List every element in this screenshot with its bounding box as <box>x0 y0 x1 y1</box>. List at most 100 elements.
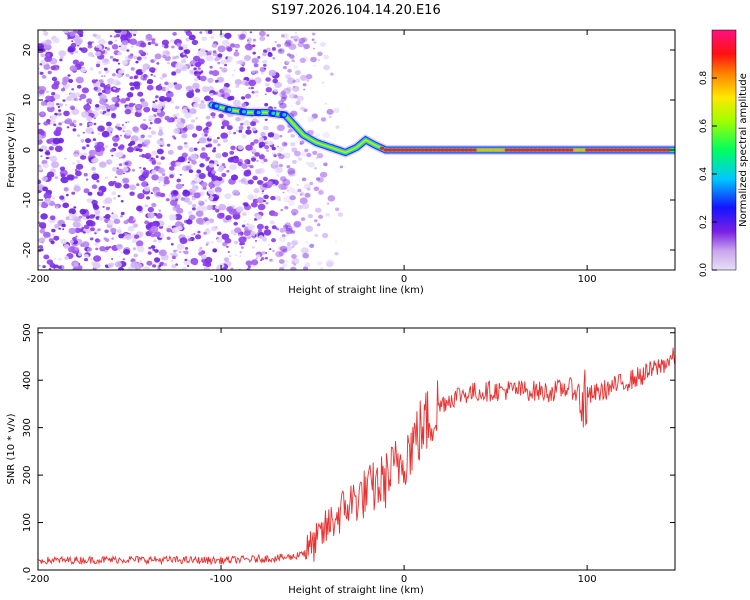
noise-point <box>129 82 135 87</box>
noise-point <box>38 133 43 141</box>
noise-point <box>181 133 188 139</box>
noise-point <box>160 98 163 102</box>
noise-point <box>204 133 208 137</box>
noise-point <box>253 63 259 68</box>
noise-point <box>136 245 145 253</box>
noise-point <box>95 146 102 153</box>
noise-point <box>216 164 219 167</box>
noise-point <box>175 68 182 74</box>
noise-point <box>327 195 336 202</box>
ridge-peak <box>581 148 586 152</box>
noise-point <box>265 77 271 82</box>
noise-point <box>230 43 236 48</box>
noise-point <box>58 258 62 261</box>
noise-point <box>266 47 271 52</box>
noise-point <box>116 167 119 170</box>
noise-point <box>255 94 259 97</box>
noise-point <box>208 163 215 168</box>
noise-point <box>111 212 114 215</box>
noise-point <box>256 159 259 163</box>
noise-point <box>306 250 310 253</box>
noise-point <box>65 216 70 220</box>
noise-point <box>166 61 170 65</box>
noise-point <box>293 263 297 266</box>
noise-point <box>123 220 129 225</box>
noise-point <box>142 167 146 170</box>
noise-point <box>305 73 313 80</box>
x-axis-label-bottom: Height of straight line (km) <box>288 585 424 596</box>
noise-point <box>191 39 199 46</box>
noise-point <box>174 83 183 90</box>
noise-point <box>263 67 267 70</box>
noise-point <box>306 187 311 191</box>
ridge-peak <box>476 148 482 152</box>
noise-point <box>93 86 98 91</box>
noise-point <box>272 212 279 217</box>
noise-point <box>143 169 150 176</box>
noise-point <box>177 145 183 151</box>
noise-point <box>163 176 169 181</box>
noise-point <box>66 83 70 87</box>
ridge-peak <box>524 148 530 152</box>
noise-point <box>150 233 155 238</box>
ridge-peak <box>573 148 578 152</box>
ridge-peak <box>496 148 502 152</box>
noise-point <box>177 225 183 231</box>
noise-point <box>230 145 236 151</box>
noise-point <box>46 259 54 265</box>
noise-point <box>38 138 43 145</box>
noise-point <box>118 256 121 258</box>
noise-point <box>190 153 198 161</box>
noise-point <box>50 240 55 245</box>
noise-point <box>285 39 292 45</box>
noise-point <box>193 77 199 82</box>
noise-point <box>82 131 86 134</box>
noise-point <box>123 249 131 255</box>
noise-point <box>58 122 62 126</box>
noise-point <box>51 83 59 90</box>
noise-point <box>176 122 185 129</box>
noise-point <box>146 183 149 186</box>
noise-point <box>62 228 65 231</box>
noise-point <box>133 253 138 258</box>
noise-point <box>314 167 318 170</box>
noise-point <box>45 157 49 160</box>
noise-point <box>105 206 110 211</box>
noise-point <box>241 163 248 169</box>
noise-point <box>256 197 265 204</box>
ridge-peak <box>391 148 397 152</box>
noise-point <box>277 146 285 153</box>
noise-point <box>122 61 126 65</box>
noise-point <box>61 223 66 228</box>
noise-point <box>192 96 201 103</box>
noise-point <box>323 64 331 71</box>
noise-point <box>64 157 67 160</box>
noise-point <box>224 82 230 88</box>
noise-point <box>163 179 170 185</box>
noise-point <box>318 190 324 195</box>
noise-point <box>159 138 164 141</box>
colorbar-tick-label: 0.4 <box>699 167 709 182</box>
noise-point <box>147 206 154 213</box>
noise-point <box>102 89 106 93</box>
noise-point <box>303 43 310 50</box>
noise-point <box>285 227 293 235</box>
noise-point <box>223 166 227 168</box>
noise-point <box>272 249 275 253</box>
x-tick-label: -100 <box>210 274 233 285</box>
noise-point <box>198 102 206 110</box>
noise-point <box>264 103 269 107</box>
noise-point <box>286 165 291 169</box>
noise-point <box>110 131 113 133</box>
noise-point <box>191 133 198 138</box>
noise-point <box>279 49 282 52</box>
noise-point <box>205 50 208 53</box>
noise-point <box>258 154 265 160</box>
noise-point <box>244 159 248 163</box>
noise-point <box>49 215 56 221</box>
noise-point <box>154 249 159 253</box>
noise-point <box>249 165 254 169</box>
noise-point <box>170 243 174 246</box>
noise-point <box>204 220 210 225</box>
noise-point <box>159 261 165 266</box>
